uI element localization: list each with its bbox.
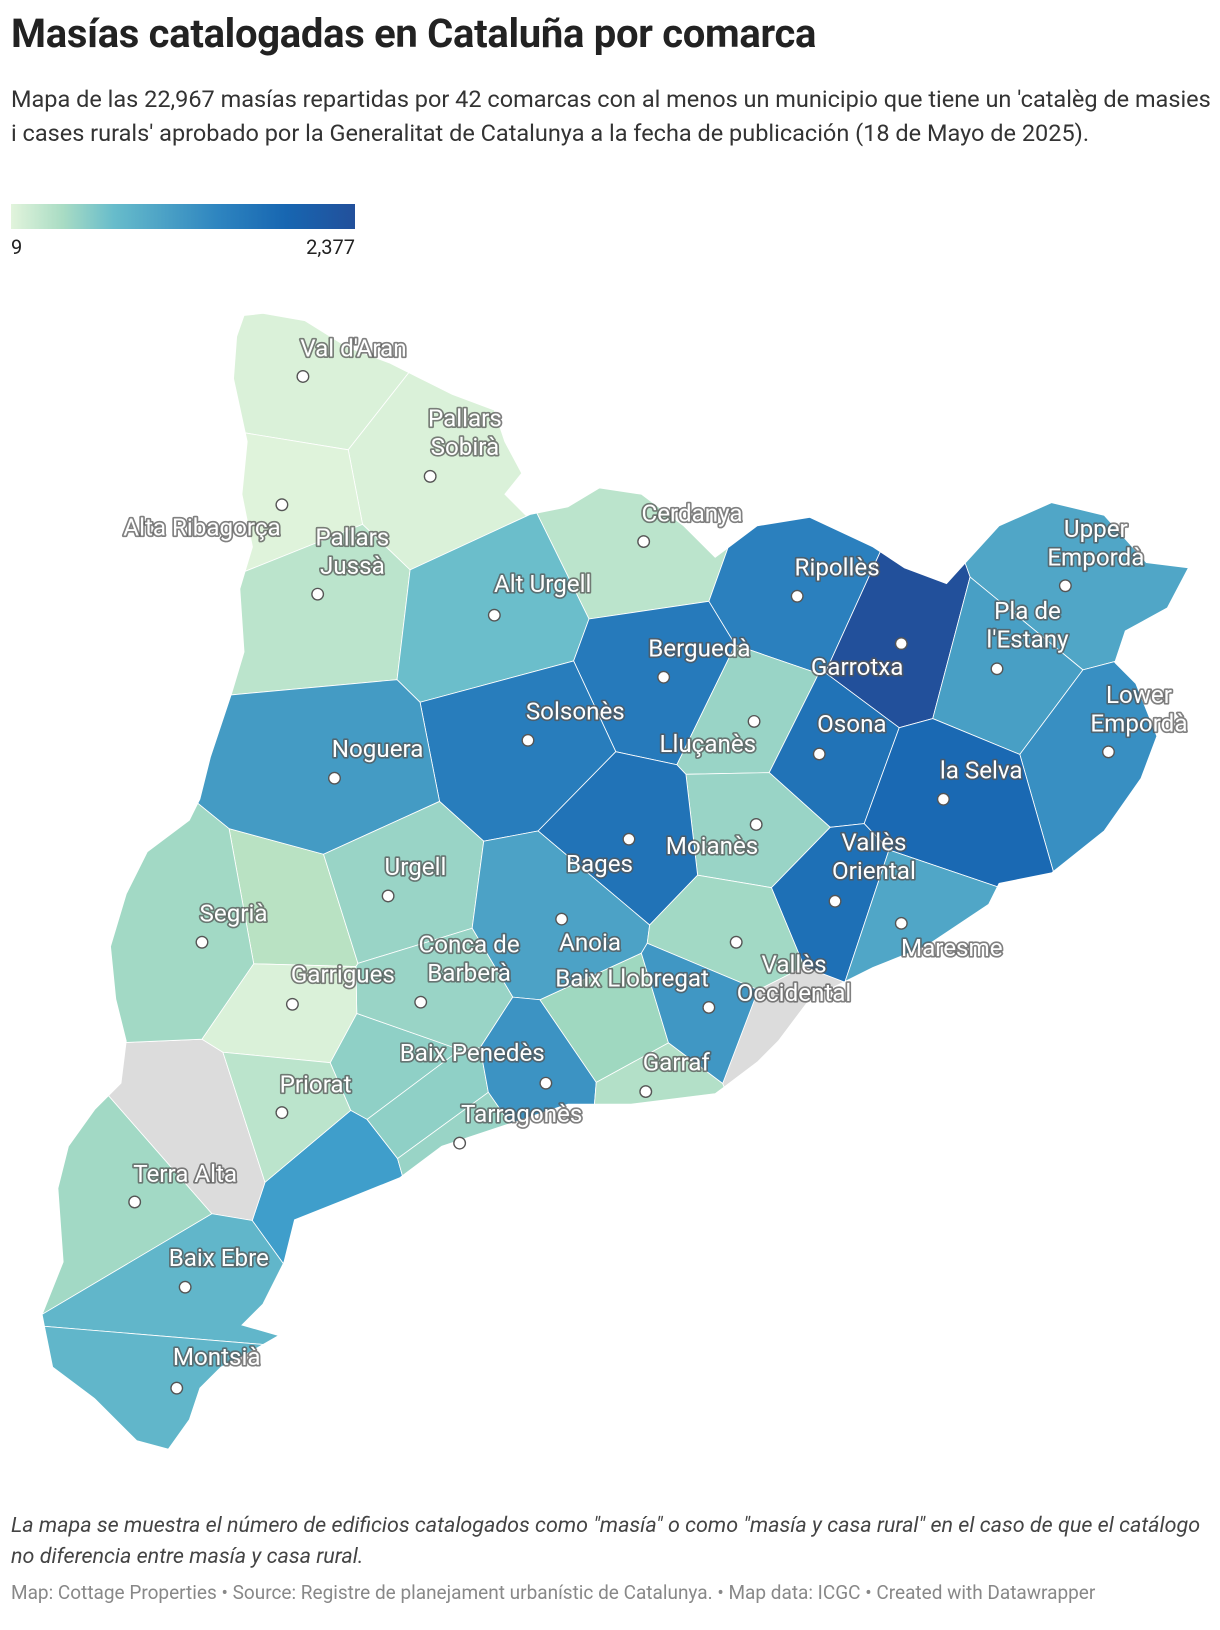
region-dot (828, 894, 842, 908)
region-label: Garrotxa (811, 653, 904, 681)
region-dot (990, 662, 1004, 676)
legend-max: 2,377 (306, 235, 355, 259)
region (197, 679, 441, 855)
region-label: Priorat (280, 1071, 352, 1099)
region-dot (521, 733, 535, 747)
region (241, 432, 364, 573)
region-label: Montsià (173, 1343, 261, 1371)
region-dot (639, 1085, 653, 1099)
region-label: Anoia (559, 929, 621, 957)
region-label: Urgell (385, 853, 447, 881)
region-label: Upper Empordà (1047, 515, 1144, 571)
region-label: Pla de l'Estany (986, 597, 1069, 653)
region (397, 1091, 511, 1177)
region-dot (296, 370, 310, 383)
region-dot (275, 1106, 289, 1120)
title: Masías catalogadas en Cataluña por comar… (11, 10, 817, 57)
region-label: la Selva (940, 756, 1023, 784)
region-label: Solsonès (526, 697, 625, 725)
region-dot (702, 1000, 716, 1014)
region-dot (423, 469, 437, 483)
legend-gradient (11, 204, 355, 229)
region-dot (657, 670, 671, 684)
region-dot (894, 916, 908, 930)
region-dot (311, 587, 325, 601)
region-dot (275, 498, 289, 512)
region-dot (453, 1136, 467, 1150)
region-dot (285, 997, 299, 1011)
note: La mapa se muestra el número de edificio… (11, 1513, 1201, 1569)
region-dot (936, 792, 950, 806)
region-dot (328, 771, 341, 785)
region-label: Baix Penedès (400, 1039, 545, 1067)
region-label: Garraf (643, 1049, 711, 1077)
region-dot (1058, 579, 1072, 593)
region-label: Pallars Jussà (315, 524, 389, 580)
region-label: Noguera (332, 735, 424, 763)
region-dot (381, 889, 395, 903)
region (222, 1051, 352, 1184)
region (479, 996, 597, 1125)
region-label: Vallès Occidental (737, 951, 852, 1007)
region-label: Pallars Sobirà (428, 405, 502, 461)
region-dot (414, 995, 428, 1009)
legend-min: 9 (11, 235, 23, 259)
region (1019, 660, 1158, 873)
region-dot (1101, 745, 1115, 759)
region-label: Maresme (901, 934, 1003, 962)
region (593, 1042, 725, 1105)
region-dot (487, 608, 501, 622)
region-dot (622, 832, 636, 846)
region-label: Cerdanya (641, 500, 742, 528)
region-label: Berguedà (648, 634, 750, 662)
region-dot (749, 817, 763, 831)
region-dot (178, 1280, 192, 1294)
region-label: Alt Urgell (494, 570, 591, 598)
region-dot (539, 1076, 553, 1090)
region-label: Moianès (666, 832, 759, 860)
region-label: Ripollès (795, 553, 880, 581)
region-dot (812, 747, 826, 761)
region-dot (729, 935, 743, 949)
region-label: Alta Ribagorça (123, 513, 280, 541)
region-dot (128, 1195, 142, 1209)
region (844, 849, 999, 983)
region-label: Baix Ebre (169, 1244, 269, 1272)
region-dot (747, 714, 761, 728)
region-dot (555, 912, 569, 926)
footer: Map: Cottage Properties • Source: Regist… (11, 1581, 1096, 1604)
regions (41, 312, 1190, 1450)
region-dot (195, 935, 209, 949)
region-label: Garrigues (291, 960, 395, 988)
region-label: Segrià (200, 899, 268, 927)
region (43, 1325, 265, 1450)
region-dot (790, 589, 804, 603)
region-label: Baix Llobregat (555, 964, 709, 992)
subtitle: Mapa de las 22,967 masías repartidas por… (11, 85, 1211, 147)
region-dot (894, 637, 908, 651)
region (41, 1095, 213, 1316)
region-dot (170, 1381, 184, 1395)
region-label: Osona (817, 710, 886, 738)
region-label: Tarragonès (461, 1100, 582, 1128)
region-label: Conca de Barberà (419, 931, 520, 987)
region-label: Lower Empordà (1090, 682, 1187, 738)
region-label: Terra Alta (133, 1160, 237, 1188)
region (355, 927, 514, 1051)
region-label: Bages (566, 850, 633, 878)
region-label: Lluçanès (659, 730, 756, 758)
region-label: Vallès Oriental (832, 829, 916, 885)
region-label: Val d'Aran (300, 335, 406, 363)
region-dot (637, 535, 651, 549)
